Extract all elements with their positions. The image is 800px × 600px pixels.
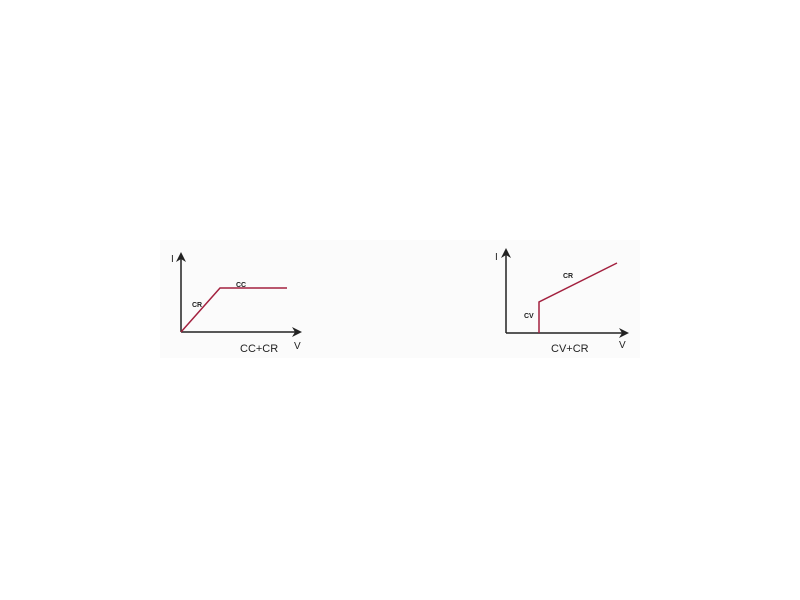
segment-label-cr: CR: [563, 273, 573, 280]
diagram-caption: CC+CR: [240, 343, 278, 355]
segment-label-cr: CR: [192, 302, 202, 309]
x-axis-label: V: [294, 341, 301, 352]
segment-label-cv: CV: [524, 313, 534, 320]
x-axis-label: V: [619, 340, 626, 351]
cv-cr-diagram: I V CV CR CV+CR: [495, 248, 629, 355]
diagram-caption: CV+CR: [551, 343, 589, 355]
y-axis-label: I: [171, 254, 174, 265]
segment-label-cc: CC: [236, 282, 246, 289]
y-axis-label: I: [495, 252, 498, 263]
characteristic-curve: [538, 262, 618, 333]
diagram-background: [160, 240, 640, 358]
cc-cr-diagram: I V CR CC CC+CR: [171, 252, 302, 355]
characteristic-curve: [180, 287, 287, 333]
